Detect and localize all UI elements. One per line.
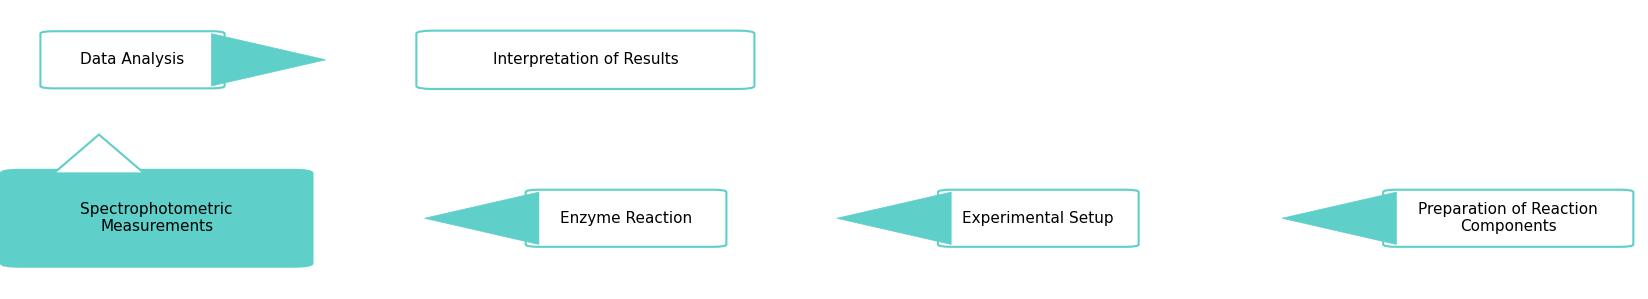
- FancyBboxPatch shape: [526, 190, 725, 247]
- Text: Data Analysis: Data Analysis: [81, 52, 185, 67]
- Text: Spectrophotometric
Measurements: Spectrophotometric Measurements: [81, 202, 232, 234]
- FancyBboxPatch shape: [415, 31, 753, 89]
- FancyBboxPatch shape: [0, 170, 313, 267]
- Text: Experimental Setup: Experimental Setup: [962, 211, 1114, 226]
- Text: Enzyme Reaction: Enzyme Reaction: [560, 211, 692, 226]
- FancyBboxPatch shape: [40, 31, 224, 89]
- FancyBboxPatch shape: [938, 190, 1139, 247]
- Polygon shape: [1282, 192, 1396, 245]
- Text: Preparation of Reaction
Components: Preparation of Reaction Components: [1417, 202, 1597, 234]
- Polygon shape: [424, 192, 539, 245]
- Polygon shape: [211, 33, 326, 86]
- Polygon shape: [836, 192, 951, 245]
- Polygon shape: [53, 135, 145, 173]
- Text: Interpretation of Results: Interpretation of Results: [493, 52, 677, 67]
- FancyBboxPatch shape: [1383, 190, 1632, 247]
